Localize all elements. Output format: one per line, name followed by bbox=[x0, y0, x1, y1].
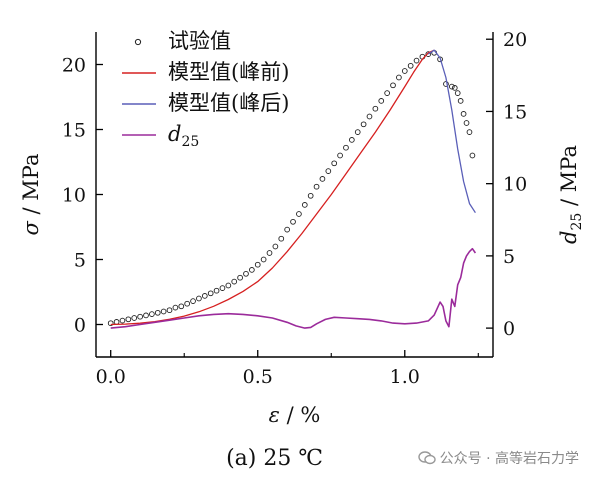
watermark-text: 公众号 · 高等岩石力学 bbox=[439, 451, 579, 467]
y-left-tick-label: 20 bbox=[62, 55, 86, 77]
data-point-试验值 bbox=[260, 256, 267, 263]
data-point-试验值 bbox=[166, 307, 173, 314]
data-point-试验值 bbox=[272, 243, 279, 250]
data-point-试验值 bbox=[184, 300, 191, 307]
data-point-试验值 bbox=[348, 137, 355, 143]
data-point-试验值 bbox=[160, 308, 167, 315]
data-point-试验值 bbox=[237, 274, 243, 281]
y-left-tick-label: 15 bbox=[62, 120, 86, 142]
wechat-icon bbox=[417, 451, 436, 465]
y-right-tick-label: 5 bbox=[503, 246, 515, 268]
data-point-试验值 bbox=[178, 303, 185, 310]
data-point-试验值 bbox=[143, 312, 149, 319]
legend-label: 模型值(峰后) bbox=[168, 91, 289, 115]
chart: 0.0 0.5 1.0 0 5 10 15 20 0 5 10 15 20 ε / % σ / MPa d25… bbox=[19, 29, 585, 427]
data-point-试验值 bbox=[201, 293, 208, 299]
data-point-试验值 bbox=[254, 261, 261, 268]
data-point-试验值 bbox=[196, 295, 202, 302]
y-left-tick-label: 5 bbox=[74, 250, 86, 272]
data-point-试验值 bbox=[278, 235, 285, 242]
data-point-试验值 bbox=[296, 211, 302, 217]
y-left-axis-title: σ / MPa bbox=[19, 154, 43, 236]
data-point-试验值 bbox=[313, 183, 320, 190]
data-point-试验值 bbox=[354, 129, 361, 135]
x-tick-label: 0.5 bbox=[243, 366, 273, 388]
data-point-试验值 bbox=[107, 320, 114, 327]
data-point-试验值 bbox=[407, 62, 414, 69]
x-axis-title: ε / % bbox=[269, 403, 321, 427]
data-point-试验值 bbox=[207, 290, 214, 297]
y-left-tick-label: 10 bbox=[62, 185, 86, 207]
data-point-试验值 bbox=[343, 144, 349, 151]
data-point-试验值 bbox=[307, 192, 314, 199]
y-right-tick-label: 15 bbox=[503, 101, 527, 123]
data-point-试验值 bbox=[290, 218, 296, 225]
x-tick-label: 0.0 bbox=[96, 366, 126, 388]
legend-marker bbox=[134, 38, 142, 46]
y-right-axis-title: d25 / MPa bbox=[557, 145, 585, 244]
series-line-d25 bbox=[110, 247, 477, 329]
figure-caption: (a) 25 ℃ bbox=[226, 446, 323, 471]
data-point-试验值 bbox=[454, 90, 461, 96]
data-point-试验值 bbox=[425, 51, 432, 57]
data-point-试验值 bbox=[125, 316, 132, 323]
data-point-试验值 bbox=[213, 287, 220, 294]
data-point-试验值 bbox=[266, 250, 273, 256]
series-line-模型值(峰后) bbox=[427, 49, 476, 214]
data-point-试验值 bbox=[337, 152, 343, 159]
data-point-试验值 bbox=[301, 202, 308, 208]
data-point-试验值 bbox=[469, 152, 476, 159]
legend-label: d25 bbox=[168, 122, 199, 150]
data-point-试验值 bbox=[154, 309, 161, 316]
y-right-tick-label: 10 bbox=[503, 174, 527, 196]
data-point-试验值 bbox=[149, 311, 155, 317]
data-point-试验值 bbox=[190, 298, 196, 304]
data-point-试验值 bbox=[360, 121, 367, 128]
data-point-试验值 bbox=[366, 113, 373, 120]
data-point-试验值 bbox=[331, 160, 338, 167]
data-point-试验值 bbox=[131, 315, 138, 321]
data-point-试验值 bbox=[457, 98, 464, 104]
data-point-试验值 bbox=[231, 278, 238, 285]
data-point-试验值 bbox=[378, 98, 385, 104]
data-point-试验值 bbox=[401, 68, 408, 74]
data-point-试验值 bbox=[249, 267, 255, 273]
x-tick-label: 1.0 bbox=[390, 366, 420, 388]
data-point-试验值 bbox=[372, 105, 379, 112]
data-point-试验值 bbox=[460, 111, 467, 117]
data-point-试验值 bbox=[113, 319, 120, 325]
data-point-试验值 bbox=[384, 90, 390, 96]
data-point-试验值 bbox=[396, 74, 402, 81]
data-point-试验值 bbox=[451, 85, 458, 91]
data-point-试验值 bbox=[172, 304, 179, 311]
y-left-tick-label: 0 bbox=[74, 315, 86, 337]
data-point-试验值 bbox=[413, 57, 420, 64]
data-point-试验值 bbox=[390, 82, 396, 89]
data-point-试验值 bbox=[325, 168, 332, 174]
data-point-试验值 bbox=[219, 285, 226, 291]
watermark: 公众号 · 高等岩石力学 bbox=[417, 448, 579, 468]
data-point-试验值 bbox=[448, 83, 455, 90]
data-point-试验值 bbox=[119, 317, 126, 324]
y-right-tick-label: 20 bbox=[503, 29, 527, 51]
data-point-试验值 bbox=[225, 282, 232, 289]
legend-label: 试验值 bbox=[168, 29, 231, 53]
data-point-试验值 bbox=[137, 313, 143, 320]
series-line-模型值(峰前) bbox=[110, 49, 435, 326]
data-point-试验值 bbox=[463, 120, 470, 126]
legend-label: 模型值(峰前) bbox=[168, 60, 289, 84]
data-point-试验值 bbox=[284, 226, 290, 233]
data-point-试验值 bbox=[443, 81, 449, 87]
data-point-试验值 bbox=[243, 270, 249, 277]
data-point-试验值 bbox=[466, 129, 473, 135]
y-right-tick-label: 0 bbox=[503, 318, 515, 340]
data-point-试验值 bbox=[319, 176, 326, 182]
